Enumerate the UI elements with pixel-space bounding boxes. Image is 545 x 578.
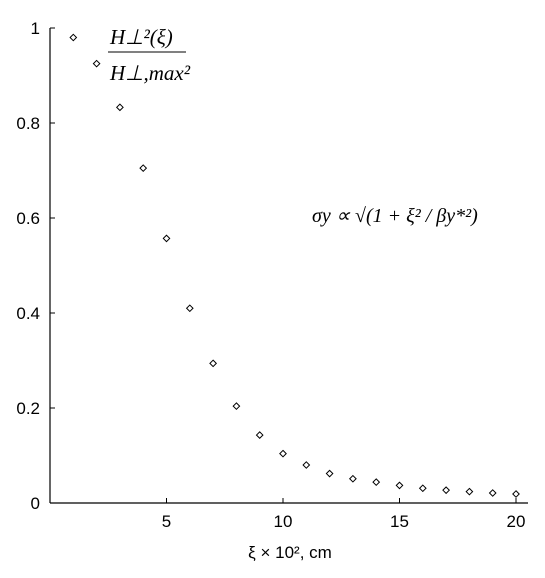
- x-tick-label: 15: [390, 512, 409, 531]
- data-point: [255, 431, 264, 439]
- y-ticks: 0 0.2 0.4 0.6 0.8 1: [16, 19, 55, 513]
- data-point: [115, 103, 124, 112]
- data-point: [372, 478, 381, 487]
- y-tick-label: 0.2: [16, 399, 40, 418]
- y-tick-label: 1: [31, 19, 40, 38]
- data-point: [69, 33, 78, 42]
- data-point: [348, 474, 357, 483]
- x-tick-label: 10: [274, 512, 293, 531]
- data-point: [185, 304, 194, 313]
- data-point: [395, 481, 404, 490]
- data-point: [279, 449, 287, 458]
- formula-annotation: σy ∝ √(1 + ξ² / βy*²): [312, 205, 478, 227]
- data-point: [162, 234, 171, 243]
- y-tick-label: 0.6: [16, 209, 40, 228]
- y-tick-label: 0: [31, 494, 40, 513]
- data-point: [488, 489, 497, 497]
- x-ticks: 5 10 15 20: [162, 498, 526, 531]
- data-point: [232, 402, 241, 411]
- data-points: [69, 33, 520, 498]
- x-tick-label: 5: [162, 512, 171, 531]
- data-point: [512, 490, 520, 498]
- data-point: [92, 59, 101, 68]
- x-axis-title: ξ × 10², cm: [248, 543, 332, 562]
- data-point: [325, 469, 334, 478]
- y-label-denominator: H⊥,max²: [109, 61, 191, 85]
- data-point: [139, 164, 148, 173]
- y-tick-label: 0.4: [16, 304, 40, 323]
- data-point: [418, 484, 427, 493]
- x-tick-label: 20: [507, 512, 526, 531]
- y-label-numerator: H⊥²(ξ): [109, 25, 173, 49]
- data-point: [442, 486, 451, 495]
- data-point: [302, 461, 311, 469]
- data-point: [209, 359, 218, 368]
- y-tick-label: 0.8: [16, 114, 40, 133]
- data-point: [465, 487, 474, 496]
- y-axis-label: H⊥²(ξ) H⊥,max²: [108, 25, 191, 85]
